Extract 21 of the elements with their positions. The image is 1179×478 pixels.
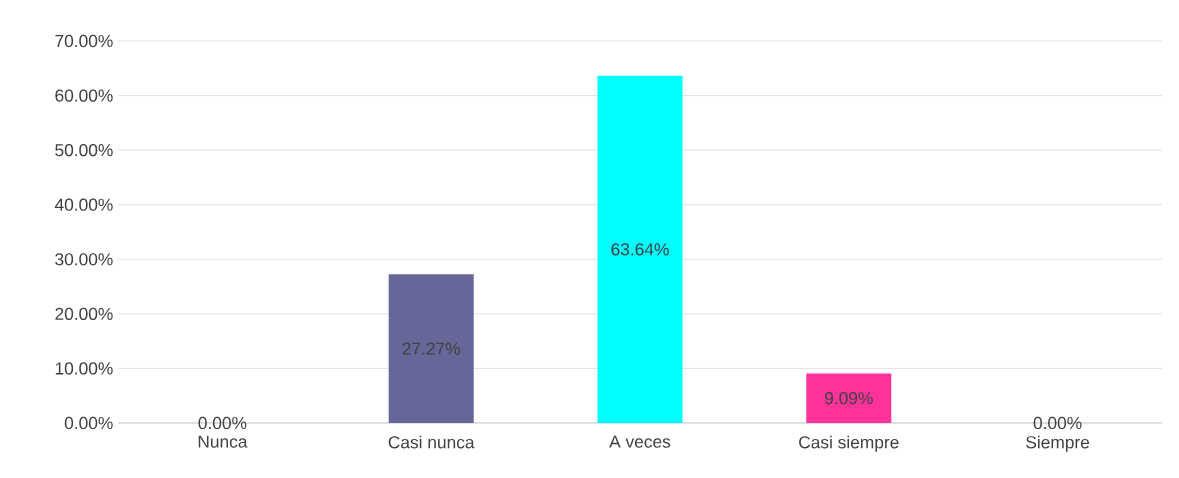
data-label: 0.00%	[1033, 416, 1082, 430]
y-tick-label: 60.00%	[55, 89, 113, 102]
y-tick-label: 10.00%	[55, 362, 113, 375]
y-tick-label: 50.00%	[55, 144, 113, 157]
data-label: 9.09%	[825, 392, 873, 405]
bar	[597, 75, 683, 423]
x-tick-label: Casi siempre	[799, 435, 899, 452]
y-tick-label: 20.00%	[55, 307, 113, 320]
bar	[806, 373, 892, 423]
x-tick-label: Casi nunca	[388, 435, 475, 449]
data-label: 0.00%	[198, 416, 247, 430]
x-tick-label: A veces	[609, 435, 671, 448]
x-tick-label: Nunca	[198, 435, 248, 448]
bar	[388, 274, 474, 423]
data-label: 27.27%	[402, 342, 460, 355]
y-tick-label: 40.00%	[54, 198, 113, 211]
y-tick-label: 30.00%	[55, 253, 113, 266]
y-tick-label: 70.00%	[55, 34, 113, 48]
data-label: 63.64%	[611, 243, 669, 256]
x-tick-label: Siempre	[1026, 435, 1090, 452]
y-tick-label: 0.00%	[64, 416, 113, 430]
